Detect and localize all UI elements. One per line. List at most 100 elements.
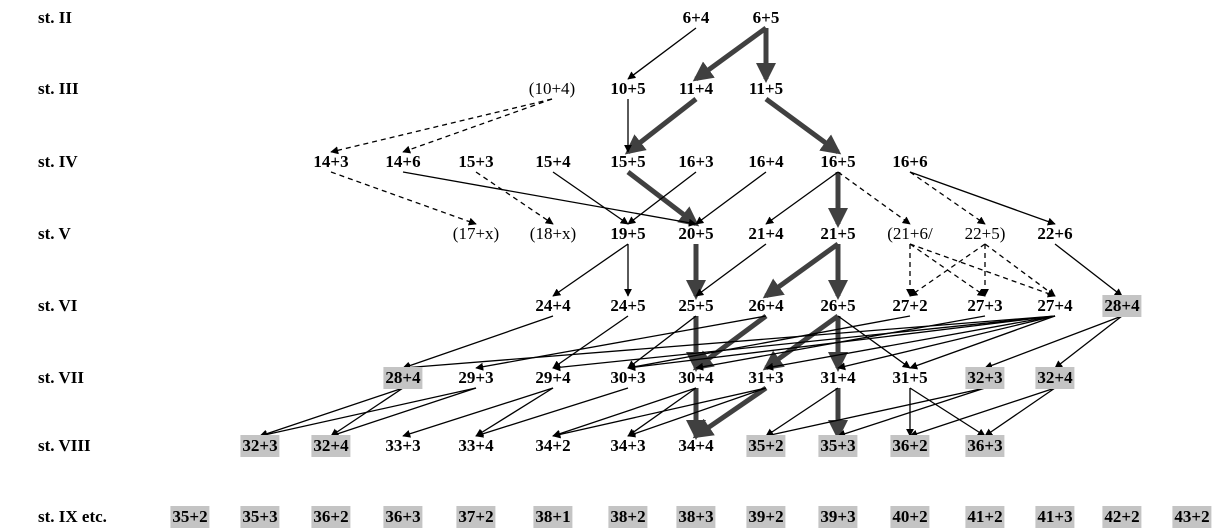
node-iv-15-3: 15+3 bbox=[456, 151, 495, 173]
node-ix-40-2: 40+2 bbox=[890, 506, 929, 528]
node-vii-30-3: 30+3 bbox=[608, 367, 647, 389]
node-vi-26-5: 26+5 bbox=[818, 295, 857, 317]
node-viii-35-2: 35+2 bbox=[746, 435, 785, 457]
edge-solid-46 bbox=[331, 388, 476, 436]
edge-dashed-62 bbox=[403, 99, 552, 152]
node-viii-32-3: 32+3 bbox=[240, 435, 279, 457]
edge-solid-49 bbox=[476, 388, 628, 436]
node-iv-16-5: 16+5 bbox=[818, 151, 857, 173]
node-ix-39-3: 39+3 bbox=[818, 506, 857, 528]
node-viii-33-3: 33+3 bbox=[383, 435, 422, 457]
edge-dashed-69 bbox=[910, 244, 1055, 296]
node-iv-16-6: 16+6 bbox=[890, 151, 929, 173]
node-vi-28-4: 28+4 bbox=[1102, 295, 1141, 317]
node-vii-29-3: 29+3 bbox=[456, 367, 495, 389]
edge-solid-28 bbox=[403, 316, 553, 368]
node-v-17-x: (17+x) bbox=[451, 223, 501, 245]
node-v-22-5: 22+5) bbox=[963, 223, 1008, 245]
node-viii-33-4: 33+4 bbox=[456, 435, 495, 457]
node-vi-24-5: 24+5 bbox=[608, 295, 647, 317]
edge-dashed-64 bbox=[476, 172, 553, 224]
edge-solid-23 bbox=[910, 172, 1055, 224]
edge-dashed-65 bbox=[838, 172, 910, 224]
node-ix-38-3: 38+3 bbox=[676, 506, 715, 528]
edge-solid-21 bbox=[696, 172, 766, 224]
node-iii-11-4: 11+4 bbox=[677, 78, 715, 100]
edge-solid-18 bbox=[403, 172, 696, 224]
edge-solid-60 bbox=[985, 388, 1055, 436]
edge-solid-29 bbox=[553, 316, 628, 368]
edge-thick-14 bbox=[696, 388, 766, 436]
edge-solid-35 bbox=[403, 316, 1055, 368]
edge-dashed-63 bbox=[331, 172, 476, 224]
node-ii-6-5: 6+5 bbox=[751, 7, 782, 29]
node-ix-36-2: 36+2 bbox=[311, 506, 350, 528]
edge-solid-45 bbox=[260, 388, 476, 436]
edge-solid-16 bbox=[628, 28, 696, 79]
edge-solid-37 bbox=[628, 316, 1055, 368]
edge-solid-22 bbox=[766, 172, 838, 224]
edge-solid-58 bbox=[838, 388, 985, 436]
edge-dashed-61 bbox=[331, 99, 552, 152]
node-ix-39-2: 39+2 bbox=[746, 506, 785, 528]
node-viii-34-2: 34+2 bbox=[533, 435, 572, 457]
edge-solid-54 bbox=[766, 388, 838, 436]
node-iv-16-4: 16+4 bbox=[746, 151, 785, 173]
edge-solid-32 bbox=[838, 316, 910, 368]
node-v-20-5: 20+5 bbox=[676, 223, 715, 245]
node-iii-10-5: 10+5 bbox=[608, 78, 647, 100]
node-v-21-5: 21+5 bbox=[818, 223, 857, 245]
node-vii-29-4: 29+4 bbox=[533, 367, 572, 389]
node-viii-36-2: 36+2 bbox=[890, 435, 929, 457]
node-viii-34-4: 34+4 bbox=[676, 435, 715, 457]
edge-solid-26 bbox=[696, 244, 766, 296]
edge-solid-30 bbox=[628, 316, 696, 368]
node-ix-41-2: 41+2 bbox=[965, 506, 1004, 528]
node-viii-32-4: 32+4 bbox=[311, 435, 350, 457]
edge-solid-19 bbox=[553, 172, 628, 224]
node-vi-27-2: 27+2 bbox=[890, 295, 929, 317]
edge-thick-7 bbox=[766, 244, 838, 296]
edge-solid-59 bbox=[910, 388, 1055, 436]
node-v-22-6: 22+6 bbox=[1035, 223, 1074, 245]
edge-solid-36 bbox=[553, 316, 1055, 368]
node-vi-27-4: 27+4 bbox=[1035, 295, 1074, 317]
edge-solid-56 bbox=[910, 388, 985, 436]
node-iii-11-5: 11+5 bbox=[747, 78, 785, 100]
node-vii-31-3: 31+3 bbox=[746, 367, 785, 389]
node-ix-38-2: 38+2 bbox=[608, 506, 647, 528]
node-ix-42-2: 42+2 bbox=[1102, 506, 1141, 528]
node-v-19-5: 19+5 bbox=[608, 223, 647, 245]
node-viii-35-3: 35+3 bbox=[818, 435, 857, 457]
edge-solid-43 bbox=[260, 388, 403, 436]
edge-solid-57 bbox=[766, 388, 985, 436]
node-vii-32-4: 32+4 bbox=[1035, 367, 1074, 389]
node-ii-6-4: 6+4 bbox=[681, 7, 712, 29]
node-vii-31-5: 31+5 bbox=[890, 367, 929, 389]
node-iv-14-6: 14+6 bbox=[383, 151, 422, 173]
node-iv-15-4: 15+4 bbox=[533, 151, 572, 173]
node-v-21-4: 21+4 bbox=[746, 223, 785, 245]
node-vi-25-5: 25+5 bbox=[676, 295, 715, 317]
edge-thick-0 bbox=[696, 28, 766, 79]
edge-solid-47 bbox=[403, 388, 553, 436]
node-vii-32-3: 32+3 bbox=[965, 367, 1004, 389]
edge-solid-41 bbox=[985, 316, 1122, 368]
node-vi-27-3: 27+3 bbox=[965, 295, 1004, 317]
node-ix-38-1: 38+1 bbox=[533, 506, 572, 528]
edge-thick-3 bbox=[766, 99, 838, 152]
node-ix-36-3: 36+3 bbox=[383, 506, 422, 528]
node-iii-10-4: (10+4) bbox=[527, 78, 577, 100]
node-vi-26-4: 26+4 bbox=[746, 295, 785, 317]
node-iv-14-3: 14+3 bbox=[311, 151, 350, 173]
node-vii-30-4: 30+4 bbox=[676, 367, 715, 389]
node-v-21-6: (21+6/ bbox=[885, 223, 934, 245]
node-vii-28-4: 28+4 bbox=[383, 367, 422, 389]
edge-thick-2 bbox=[628, 99, 696, 152]
node-viii-34-3: 34+3 bbox=[608, 435, 647, 457]
node-ix-35-3: 35+3 bbox=[240, 506, 279, 528]
edge-solid-27 bbox=[1055, 244, 1122, 296]
edge-solid-33 bbox=[628, 316, 910, 368]
edge-solid-50 bbox=[553, 388, 696, 436]
